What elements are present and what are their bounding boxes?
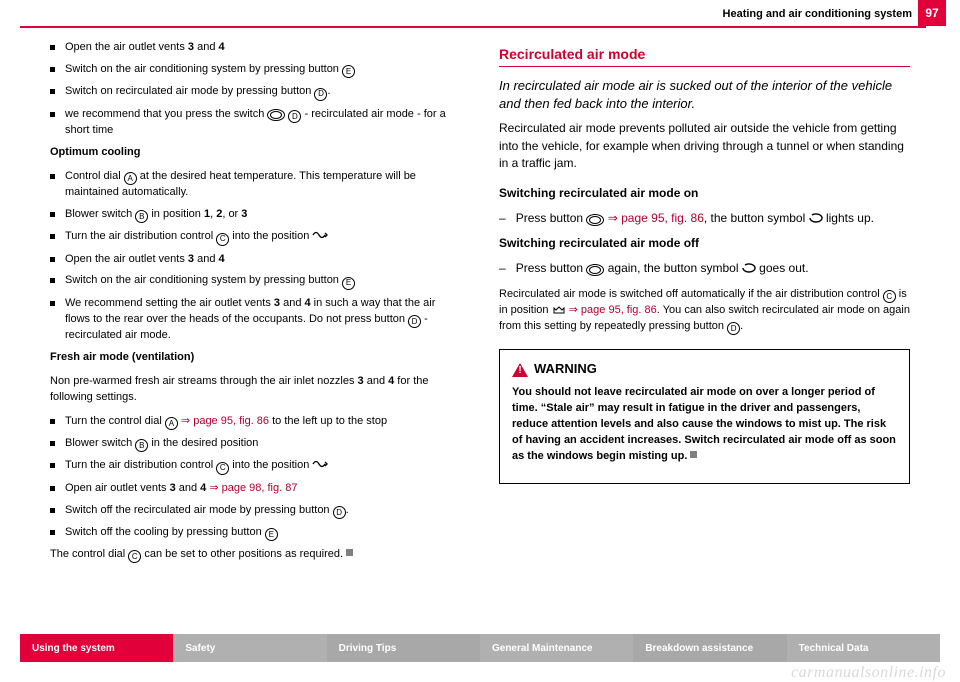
- list-item: we recommend that you press the switch D…: [50, 107, 461, 139]
- recirc-switch-icon: [586, 214, 604, 226]
- list-item: Blower switch B in position 1, 2, or 3: [50, 207, 461, 223]
- list-item: Open the air outlet vents 3 and 4: [50, 252, 461, 268]
- footer-tab-safety[interactable]: Safety: [173, 634, 326, 662]
- step-item: – Press button ⇒ page 95, fig. 86, the b…: [499, 210, 910, 227]
- subheading: Switching recirculated air mode on: [499, 185, 910, 202]
- list-item: Switch on the air conditioning system by…: [50, 62, 461, 78]
- button-ref-icon: A: [124, 172, 137, 185]
- paragraph: The control dial C can be set to other p…: [50, 547, 461, 563]
- left-column: Open the air outlet vents 3 and 4 Switch…: [50, 40, 461, 612]
- button-ref-icon: B: [135, 210, 148, 223]
- button-ref-icon: B: [135, 439, 148, 452]
- end-square-icon: [690, 451, 697, 458]
- page-link[interactable]: ⇒ page 95, fig. 86: [604, 211, 703, 225]
- list-item: Blower switch B in the desired position: [50, 436, 461, 452]
- button-ref-icon: C: [128, 550, 141, 563]
- footer-tab-breakdown[interactable]: Breakdown assistance: [633, 634, 786, 662]
- page-link[interactable]: ⇒ page 95, fig. 86: [569, 304, 657, 316]
- warning-heading: WARNING: [512, 360, 897, 379]
- list-item: Control dial A at the desired heat tempe…: [50, 169, 461, 201]
- subheading: Fresh air mode (ventilation): [50, 350, 461, 366]
- right-column: Recirculated air mode In recirculated ai…: [499, 40, 910, 612]
- list-item: Turn the air distribution control C into…: [50, 229, 461, 245]
- recirc-switch-icon: [267, 109, 285, 121]
- footer-tab-driving[interactable]: Driving Tips: [327, 634, 480, 662]
- airflow-icon: [312, 229, 328, 241]
- button-ref-icon: E: [342, 65, 355, 78]
- header-rule: [20, 26, 926, 28]
- button-ref-icon: D: [727, 322, 740, 335]
- page-link[interactable]: ⇒ page 98, fig. 87: [206, 482, 297, 494]
- subheading: Switching recirculated air mode off: [499, 235, 910, 252]
- list-item: Turn the air distribution control C into…: [50, 458, 461, 474]
- footer-tab-maintenance[interactable]: General Maintenance: [480, 634, 633, 662]
- list-item: Open the air outlet vents 3 and 4: [50, 40, 461, 56]
- button-ref-icon: E: [342, 277, 355, 290]
- header-section-title: Heating and air conditioning system: [723, 8, 912, 20]
- manual-page: { "header": { "section_title": "Heating …: [0, 0, 960, 682]
- defrost-icon: [552, 305, 566, 315]
- recirc-switch-icon: [586, 264, 604, 276]
- list-item: Switch on recirculated air mode by press…: [50, 84, 461, 100]
- button-ref-icon: A: [165, 417, 178, 430]
- end-square-icon: [346, 549, 353, 556]
- step-item: – Press button again, the button symbol …: [499, 260, 910, 277]
- content-columns: Open the air outlet vents 3 and 4 Switch…: [50, 40, 910, 612]
- page-number-badge: 97: [918, 0, 946, 26]
- recirc-symbol-icon: [742, 263, 756, 273]
- paragraph: Recirculated air mode is switched off au…: [499, 287, 910, 336]
- footer-tabs: Using the system Safety Driving Tips Gen…: [20, 634, 940, 662]
- warning-triangle-icon: [512, 363, 528, 377]
- button-ref-icon: C: [883, 290, 896, 303]
- list-item: Switch off the cooling by pressing butto…: [50, 525, 461, 541]
- button-ref-icon: D: [314, 88, 327, 101]
- footer-tab-technical[interactable]: Technical Data: [787, 634, 940, 662]
- subheading: Optimum cooling: [50, 145, 461, 161]
- list-item: We recommend setting the air outlet vent…: [50, 296, 461, 344]
- button-ref-icon: C: [216, 233, 229, 246]
- button-ref-icon: E: [265, 528, 278, 541]
- button-ref-icon: D: [333, 506, 346, 519]
- list-item: Switch on the air conditioning system by…: [50, 273, 461, 289]
- warning-body: You should not leave recirculated air mo…: [512, 385, 897, 465]
- button-ref-icon: D: [408, 315, 421, 328]
- watermark: carmanualsonline.info: [791, 664, 946, 682]
- list-item: Open air outlet vents 3 and 4 ⇒ page 98,…: [50, 481, 461, 497]
- button-ref-icon: C: [216, 462, 229, 475]
- airflow-icon: [312, 458, 328, 470]
- section-title: Recirculated air mode: [499, 44, 910, 67]
- footer-tab-using[interactable]: Using the system: [20, 634, 173, 662]
- paragraph: Non pre-warmed fresh air streams through…: [50, 374, 461, 406]
- lead-paragraph: In recirculated air mode air is sucked o…: [499, 77, 910, 112]
- recirc-symbol-icon: [809, 213, 823, 223]
- warning-box: WARNING You should not leave recirculate…: [499, 349, 910, 484]
- list-item: Turn the control dial A ⇒ page 95, fig. …: [50, 414, 461, 430]
- page-link[interactable]: ⇒ page 95, fig. 86: [178, 415, 269, 427]
- list-item: Switch off the recirculated air mode by …: [50, 503, 461, 519]
- button-ref-icon: D: [288, 110, 301, 123]
- paragraph: Recirculated air mode prevents polluted …: [499, 120, 910, 172]
